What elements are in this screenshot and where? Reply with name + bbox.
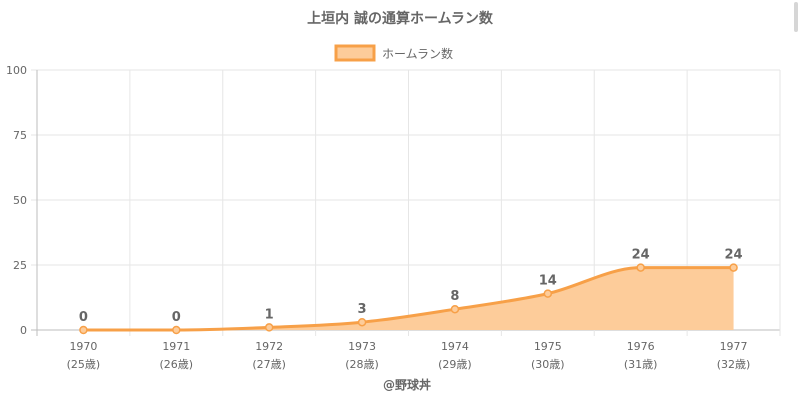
data-point bbox=[79, 325, 88, 335]
y-tick-label: 25 bbox=[13, 259, 27, 272]
x-tick-sublabel: (32歳) bbox=[717, 358, 751, 371]
data-label: 3 bbox=[358, 302, 367, 317]
x-tick-sublabel: (26歳) bbox=[160, 358, 194, 371]
data-label: 0 bbox=[172, 310, 181, 325]
x-tick-sublabel: (25歳) bbox=[67, 358, 101, 371]
data-label: 8 bbox=[450, 289, 459, 304]
x-tick-sublabel: (29歳) bbox=[438, 358, 472, 371]
x-tick-sublabel: (31歳) bbox=[624, 358, 658, 371]
x-axis: 1970 (25歳) 1971 (26歳) 1972 (27歳) 1973 (28歳) 1974… bbox=[67, 340, 751, 371]
series-layer bbox=[79, 263, 738, 335]
x-tick-label: 1970 bbox=[69, 340, 97, 353]
data-label: 1 bbox=[265, 307, 274, 322]
y-tick-label: 75 bbox=[13, 129, 27, 142]
data-point bbox=[450, 304, 460, 314]
y-tick-label: 100 bbox=[6, 64, 27, 77]
grid bbox=[31, 69, 781, 336]
series-line bbox=[83, 266, 734, 332]
x-tick-label: 1971 bbox=[162, 340, 190, 353]
x-tick-label: 1974 bbox=[441, 340, 469, 353]
scrollbar[interactable] bbox=[794, 2, 798, 32]
data-point bbox=[636, 263, 645, 272]
y-tick-label: 0 bbox=[20, 324, 27, 337]
series-area bbox=[83, 267, 734, 330]
data-labels: 0 0 1 3 8 14 24 24 bbox=[79, 248, 743, 325]
data-label: 14 bbox=[539, 274, 557, 289]
x-tick-label: 1973 bbox=[348, 340, 376, 353]
legend-label: ホームラン数 bbox=[382, 46, 453, 61]
x-tick-sublabel: (30歳) bbox=[531, 358, 565, 371]
data-point bbox=[729, 263, 738, 272]
y-tick-label: 50 bbox=[13, 194, 27, 207]
data-label: 24 bbox=[725, 248, 743, 263]
data-point bbox=[543, 289, 553, 298]
x-tick-label: 1977 bbox=[720, 340, 748, 353]
data-point bbox=[264, 323, 274, 332]
x-tick-label: 1976 bbox=[627, 340, 655, 353]
y-axis: 0 25 50 75 100 bbox=[6, 64, 27, 337]
x-tick-label: 1975 bbox=[534, 340, 562, 353]
legend[interactable]: ホームラン数 bbox=[334, 44, 453, 62]
x-tick-label: 1972 bbox=[255, 340, 283, 353]
chart-title: 上垣内 誠の通算ホームラン数 bbox=[307, 10, 494, 27]
data-point bbox=[357, 317, 367, 327]
x-tick-sublabel: (27歳) bbox=[252, 358, 286, 371]
legend-swatch bbox=[334, 44, 376, 62]
chart-credit: @野球丼 bbox=[383, 377, 431, 392]
x-tick-sublabel: (28歳) bbox=[345, 358, 379, 371]
data-label: 0 bbox=[79, 310, 88, 325]
data-point bbox=[172, 325, 181, 335]
data-label: 24 bbox=[632, 248, 650, 263]
